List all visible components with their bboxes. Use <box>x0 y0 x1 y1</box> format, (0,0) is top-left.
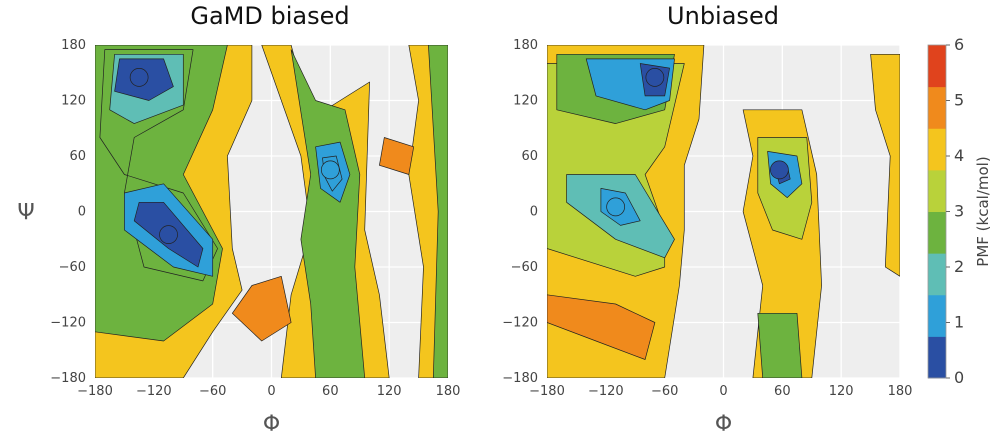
x-tick-label: −120 <box>588 384 624 399</box>
colorbar-tick-label: 6 <box>954 35 964 54</box>
pmf-contour-region <box>231 275 292 342</box>
x-tick-label: 60 <box>322 384 339 399</box>
panel-unbiased: −180 −120 −60 0 60 120 180 −180 −120 −60 0 60 120 180… <box>502 38 912 437</box>
y-tick-label: −180 <box>50 371 86 386</box>
colorbar-segment <box>928 294 946 337</box>
x-tick-label: 120 <box>829 384 854 399</box>
pmf-minimum <box>129 68 149 87</box>
pmf-contour-region <box>547 294 656 360</box>
y-tick-label: −120 <box>502 316 538 331</box>
x-tick-label: 60 <box>774 384 791 399</box>
colorbar-tick-label: 3 <box>954 202 964 221</box>
colorbar-segment <box>928 253 946 296</box>
x-tick-label: −60 <box>651 384 678 399</box>
x-tick-label: 180 <box>888 384 913 399</box>
pmf-surface <box>95 45 448 378</box>
x-axis-label: Φ <box>263 412 280 437</box>
colorbar-tick-label: 1 <box>954 313 964 332</box>
pmf-minimum <box>645 68 665 87</box>
colorbar-segment <box>928 128 946 171</box>
pmf-minimum <box>320 160 340 180</box>
colorbar-segment <box>928 45 946 88</box>
x-tick-label: 180 <box>436 384 461 399</box>
panel-gamd: −180 −120 −60 0 60 120 180 −180 −120 −60 0 60 120 180… <box>17 38 460 437</box>
x-tick-label: 0 <box>267 384 275 399</box>
x-axis-label: Φ <box>715 412 732 437</box>
pmf-contour-region <box>757 312 803 378</box>
colorbar-tick-label: 2 <box>954 257 964 276</box>
y-tick-label: −60 <box>59 260 86 275</box>
colorbar-segment <box>928 169 946 212</box>
y-tick-label: 60 <box>521 149 538 164</box>
x-tick-label: −180 <box>77 384 113 399</box>
y-tick-label: −180 <box>502 371 538 386</box>
x-tick-label: −60 <box>199 384 226 399</box>
y-tick-label: −60 <box>511 260 538 275</box>
pmf-contour-region <box>290 49 366 378</box>
x-tick-label: −180 <box>529 384 565 399</box>
panel-title-unbiased: Unbiased <box>667 2 779 30</box>
x-tick-label: 120 <box>377 384 402 399</box>
y-tick-label: 60 <box>69 149 86 164</box>
panel-title-gamd: GaMD biased <box>190 2 350 30</box>
colorbar-segment <box>928 86 946 129</box>
y-axis-label: Ψ <box>17 201 34 226</box>
pmf-minimum <box>770 160 789 180</box>
y-tick-label: 180 <box>61 38 86 53</box>
y-tick-label: −120 <box>50 316 86 331</box>
x-tick-label: −120 <box>136 384 172 399</box>
pmf-contour-region <box>379 137 415 175</box>
y-tick-label: 180 <box>513 38 538 53</box>
y-tick-label: 0 <box>530 205 538 220</box>
colorbar: 0 1 2 3 4 5 6 PMF (kcal/mol) <box>927 35 992 387</box>
pmf-contour-region <box>870 53 900 277</box>
colorbar-tick-label: 4 <box>954 146 964 165</box>
pmf-minimum <box>159 225 178 244</box>
colorbar-segment <box>928 211 946 254</box>
colorbar-segment <box>928 336 946 379</box>
x-tick-label: 0 <box>719 384 727 399</box>
colorbar-label: PMF (kcal/mol) <box>974 156 992 266</box>
pmf-surface <box>547 45 900 378</box>
y-tick-label: 120 <box>61 94 86 109</box>
colorbar-tick-label: 5 <box>954 91 964 110</box>
y-tick-label: 0 <box>78 205 86 220</box>
pmf-contour-region <box>428 45 448 378</box>
y-tick-label: 120 <box>513 94 538 109</box>
colorbar-tick-label: 0 <box>954 368 964 387</box>
pmf-minimum <box>606 197 625 217</box>
